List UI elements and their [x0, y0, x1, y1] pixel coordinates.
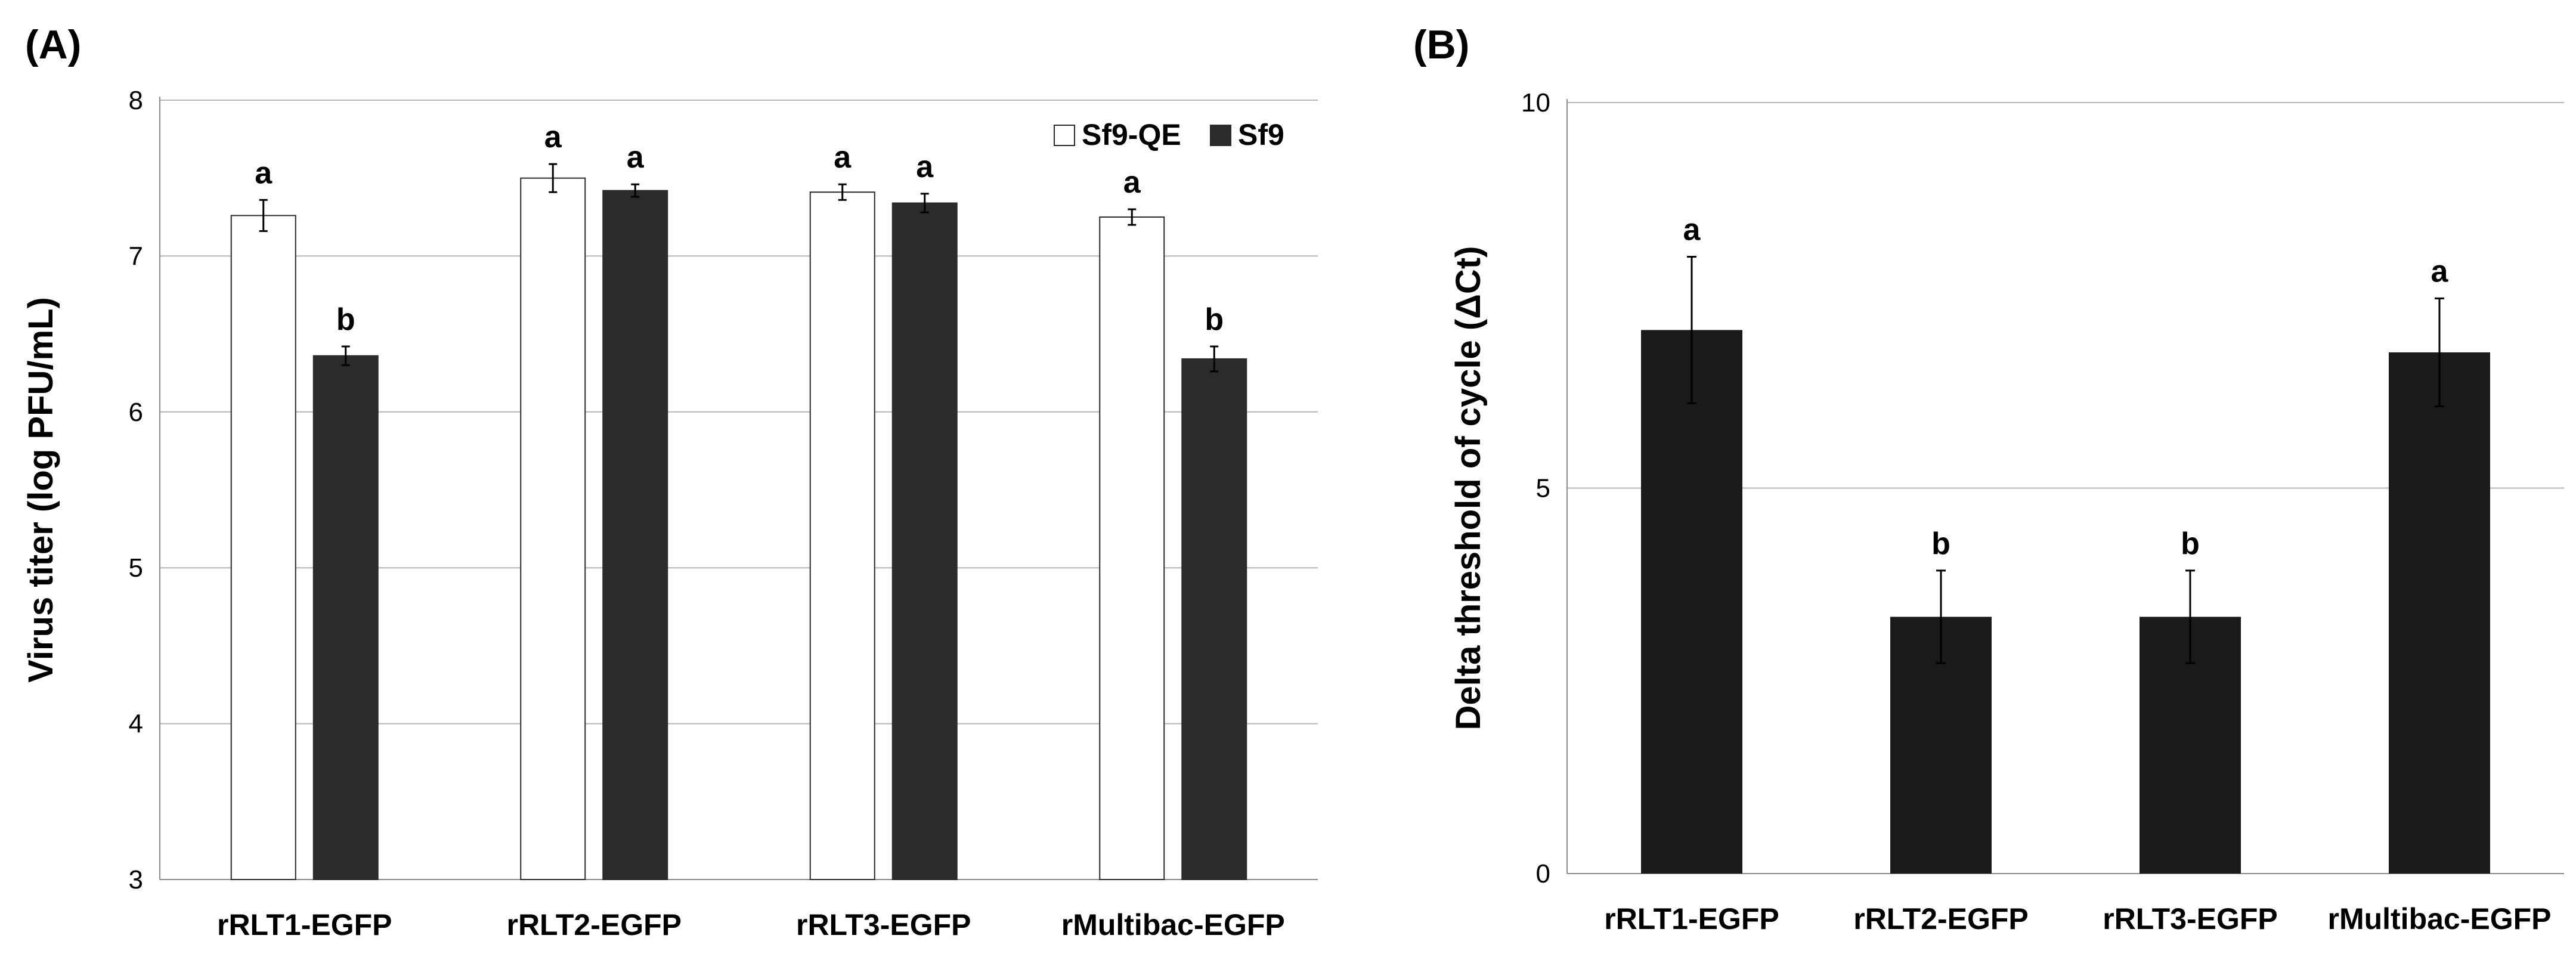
x-category-label: rRLT2-EGFP [506, 908, 682, 942]
significance-label: b [1205, 302, 1224, 337]
significance-label: b [336, 302, 355, 337]
legend-swatch [1054, 125, 1075, 146]
legend-swatch [1210, 125, 1231, 146]
x-category-label: rMultibac-EGFP [1061, 908, 1285, 942]
x-category-label: rMultibac-EGFP [2327, 902, 2551, 936]
x-category-label: rRLT2-EGFP [1853, 902, 2029, 936]
significance-label: a [1683, 213, 1701, 247]
significance-label: a [2431, 254, 2449, 289]
y-tick-label: 4 [129, 710, 143, 739]
y-tick-label: 5 [129, 553, 143, 583]
significance-label: a [1123, 165, 1141, 200]
y-axis-title: Delta threshold of cycle (ΔCt) [1449, 246, 1488, 730]
significance-label: b [2181, 527, 2200, 561]
significance-label: b [1931, 527, 1950, 561]
significance-label: a [255, 156, 273, 190]
bar-a-1-3 [809, 191, 875, 881]
significance-label: a [544, 120, 562, 154]
y-tick-label: 8 [129, 86, 143, 115]
y-tick-label: 5 [1536, 474, 1550, 503]
significance-label: a [916, 150, 934, 184]
x-category-label: rRLT1-EGFP [217, 908, 392, 942]
bar-a-2-1 [312, 355, 379, 880]
y-tick-label: 3 [129, 865, 143, 894]
bar-a-2-4 [1181, 358, 1247, 880]
chart-panel-b: 0 5 10 Delta threshold of cycle (ΔCt) a rRLT1… [1449, 88, 2564, 936]
bar-a-1-4 [1099, 216, 1165, 880]
y-axis-title: Virus titer (log PFU/mL) [21, 297, 60, 683]
y-tick-label: 7 [129, 241, 143, 271]
panel-label-b: (B) [1413, 22, 1469, 67]
bar-b-1-1 [1641, 330, 1742, 874]
x-category-label: rRLT3-EGFP [796, 908, 971, 942]
significance-label: a [834, 140, 852, 175]
legend-label: Sf9-QE [1082, 118, 1181, 151]
bar-b-1-4 [2389, 352, 2490, 874]
x-category-label: rRLT1-EGFP [1604, 902, 1779, 936]
bar-a-2-2 [602, 190, 668, 880]
chart-panel-a: 3 4 5 6 7 8 Virus titer (log PFU/mL) a b rRLT1-EG… [21, 86, 1318, 942]
x-category-label: rRLT3-EGFP [2103, 902, 2278, 936]
bar-a-1-2 [520, 177, 586, 881]
y-tick-label: 0 [1536, 859, 1550, 888]
y-tick-label: 10 [1521, 88, 1550, 117]
panel-label-a: (A) [25, 22, 81, 67]
y-tick-label: 6 [129, 398, 143, 427]
significance-label: a [627, 140, 645, 175]
bar-a-1-1 [230, 215, 296, 880]
legend-label: Sf9 [1238, 118, 1284, 151]
bar-a-2-3 [891, 202, 958, 880]
